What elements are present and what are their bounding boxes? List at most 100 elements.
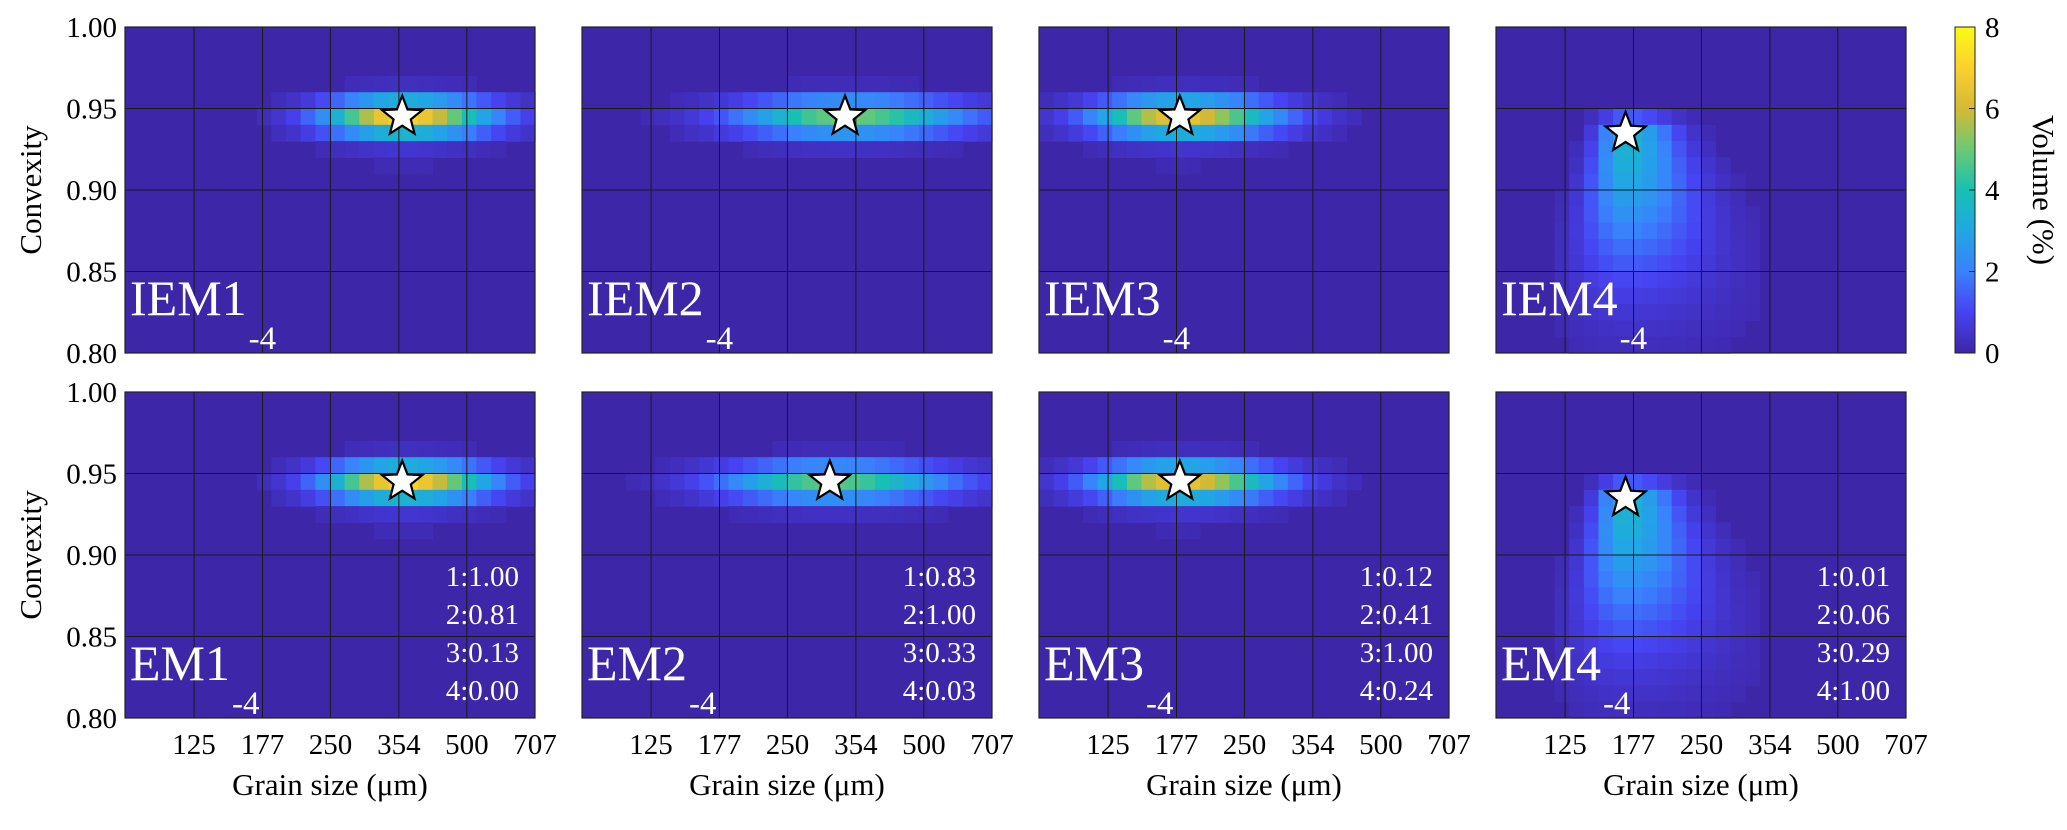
heatmap-cell (713, 108, 729, 126)
heatmap-cell (743, 457, 759, 475)
heatmap-cell (1642, 669, 1658, 686)
heatmap-cell (1730, 620, 1746, 638)
heatmap-cell (728, 92, 744, 110)
heatmap-cell (728, 108, 744, 126)
heatmap-cell (1686, 336, 1702, 354)
heatmap-cell (1657, 701, 1673, 719)
panel-label-subscript: -4 (1603, 686, 1631, 722)
heatmap-cell (1569, 506, 1585, 523)
heatmap-cell (417, 141, 434, 158)
heatmap-cell (1141, 124, 1157, 142)
heatmap-cell (1287, 92, 1304, 110)
heatmap-cell (816, 506, 832, 523)
heatmap-cell (1730, 538, 1746, 556)
heatmap-cell (889, 124, 905, 142)
heatmap-cell (772, 124, 788, 142)
heatmap-cell (286, 473, 302, 491)
heatmap-cell (315, 92, 331, 110)
heatmap-cell (1686, 287, 1702, 305)
heatmap-cell (1583, 173, 1600, 191)
heatmap-cell (373, 92, 390, 110)
heatmap-cell (699, 457, 715, 475)
heatmap-cell (1331, 92, 1348, 110)
heatmap-cell (1287, 108, 1304, 126)
heatmap-cell (757, 108, 773, 126)
heatmap-cell (1671, 222, 1687, 240)
heatmap-cell (315, 457, 331, 475)
heatmap-cell (388, 522, 404, 540)
heatmap-cell (1627, 701, 1643, 719)
heatmap-cell (1569, 271, 1585, 289)
heatmap-cell (787, 473, 803, 491)
heatmap-cell (699, 92, 715, 110)
heatmap-cell (315, 108, 331, 126)
heatmap-cell (948, 489, 964, 507)
plot-frame (1038, 26, 1450, 354)
heatmap-cell (1657, 255, 1673, 273)
heatmap-cell (1082, 108, 1099, 126)
colorbar-tick-label: 0 (1985, 338, 2000, 370)
heatmap-cell (1244, 75, 1260, 93)
heatmap-cell (1598, 238, 1614, 256)
heatmap-cell (640, 473, 656, 491)
heatmap-cell (743, 473, 759, 491)
heatmap-cell (461, 473, 477, 491)
heatmap-cell (1039, 92, 1055, 110)
heatmap-cell (1141, 457, 1157, 475)
x-tick-label: 250 (1680, 729, 1724, 761)
heatmap-cell (1156, 75, 1172, 93)
heatmap-cell (432, 440, 448, 458)
heatmap-cell (801, 457, 817, 475)
heatmap-cell (432, 92, 448, 110)
heatmap-cell (1598, 506, 1614, 523)
heatmap-cell (1744, 587, 1761, 605)
heatmap-cell (933, 92, 949, 110)
heatmap-cell (1170, 141, 1186, 158)
heatmap-cell (476, 489, 492, 507)
heatmap-cell (1598, 206, 1614, 224)
heatmap-cell (1258, 506, 1274, 523)
heatmap-cell (491, 457, 507, 475)
heatmap-cell (344, 440, 360, 458)
heatmap-cell (699, 108, 715, 126)
heatmap-cell (1671, 287, 1687, 305)
heatmap-cell (271, 489, 287, 507)
heatmap-cell (344, 108, 360, 126)
heatmap-cell (743, 141, 759, 158)
heatmap-cell (889, 108, 905, 126)
heatmap-cell (300, 108, 316, 126)
heatmap-cell (1287, 489, 1304, 507)
heatmap-cell (1627, 652, 1643, 670)
heatmap-cell (1730, 206, 1746, 224)
x-tick-label: 707 (970, 729, 1014, 761)
heatmap-cell (1126, 108, 1143, 126)
heatmap-cell (1642, 489, 1658, 507)
heatmap-cell (933, 124, 949, 142)
heatmap-cell (1302, 92, 1318, 110)
heatmap-cell (1569, 636, 1585, 654)
heatmap-cell (476, 92, 492, 110)
heatmap-cell (1185, 522, 1201, 540)
heatmap-cell (933, 489, 949, 507)
x-tick-label: 177 (1155, 729, 1199, 761)
heatmap-cell (1657, 473, 1673, 491)
heatmap-cell (1642, 652, 1658, 670)
heatmap-cells (625, 440, 993, 523)
heatmap-cell (1583, 238, 1600, 256)
heatmap-cell (447, 75, 463, 93)
heatmap-cell (1686, 271, 1702, 289)
heatmap-cell (1715, 603, 1731, 621)
heatmap-cell (1613, 287, 1629, 305)
heatmap-cell (1701, 157, 1717, 175)
heatmap-cell (491, 489, 507, 507)
heatmap-cell (1569, 522, 1585, 540)
heatmap-cell (1701, 206, 1717, 224)
heatmap-cell (1569, 603, 1585, 621)
heatmap-cell (1701, 271, 1717, 289)
heatmap-cell (1273, 506, 1289, 523)
mixing-ratio-label: 2:0.06 (1817, 599, 1890, 631)
heatmap-cell (1598, 603, 1614, 621)
heatmap-cell (1229, 108, 1245, 126)
heatmap-cell (417, 92, 434, 110)
heatmap-cell (1657, 506, 1673, 523)
